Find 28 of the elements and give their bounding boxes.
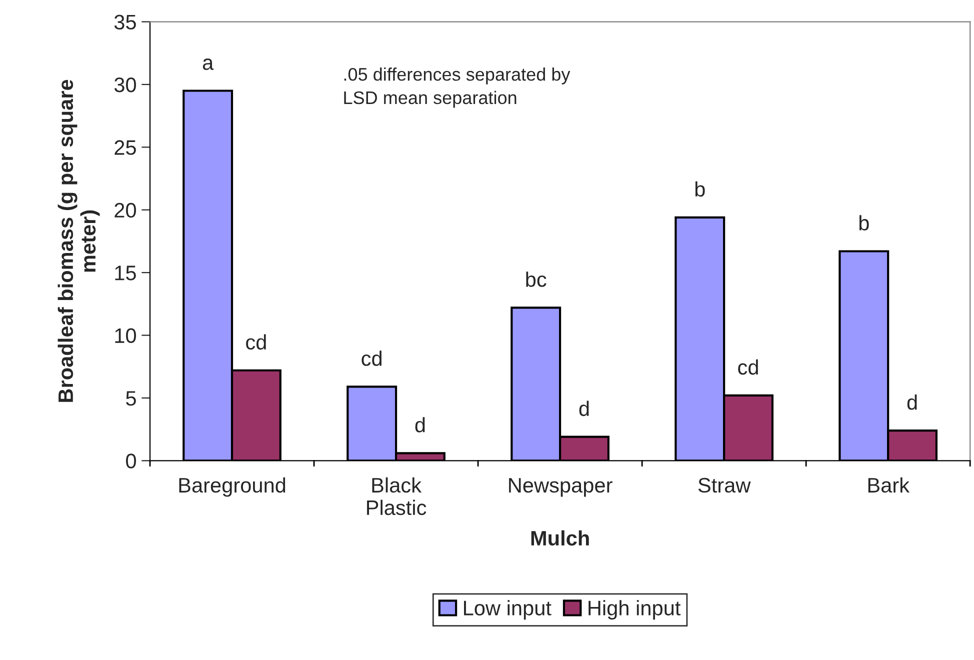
annotation: d: [907, 394, 917, 410]
x-tick-label: Straw: [698, 478, 751, 493]
y-tick-label: 35: [114, 14, 136, 30]
y-tick-label: 30: [114, 77, 136, 92]
annotation: .05 differences separated by LSD mean separation: [344, 68, 570, 108]
annotation: b: [859, 215, 869, 230]
annotation: cd: [362, 350, 382, 366]
annotation: d: [415, 417, 425, 432]
y-tick-label: 10: [115, 328, 136, 344]
annotation: d: [579, 400, 589, 416]
annotation: cd: [738, 359, 758, 375]
y-tick-label: 0: [126, 454, 136, 468]
annotation: cd: [246, 334, 266, 350]
annotation: b: [695, 181, 705, 197]
y-tick-label: 15: [115, 266, 136, 280]
annotation: bc: [526, 272, 546, 287]
y-tick-label: 20: [114, 202, 136, 218]
x-tick-label: Bareground: [179, 477, 286, 497]
x-tick-label: Newspaper: [509, 478, 612, 497]
x-tick-label: Bark: [868, 477, 910, 493]
legend-label: High input: [588, 600, 681, 620]
y-axis-title: Broadleaf biomass (g per square meter): [58, 80, 100, 402]
x-axis-title: Mulch: [531, 530, 589, 546]
legend-label: Low input: [464, 600, 552, 620]
x-tick-label: Black Plastic: [367, 477, 426, 516]
y-tick-label: 5: [126, 391, 136, 406]
annotation: a: [202, 58, 214, 70]
y-tick-label: 25: [114, 140, 136, 155]
